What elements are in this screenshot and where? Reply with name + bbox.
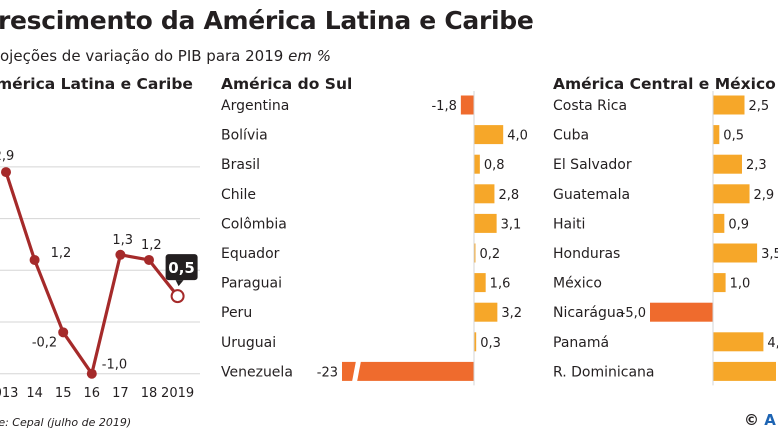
- x-tick-label: 013: [0, 386, 18, 401]
- bar: [713, 361, 776, 381]
- value-label: -5,0: [621, 306, 646, 321]
- category-label: Cuba: [553, 128, 589, 144]
- bar: [460, 95, 474, 115]
- panel-title-south-america: América do Sul: [221, 75, 353, 93]
- category-label: Haiti: [553, 216, 585, 232]
- data-point: [1, 167, 11, 178]
- category-label: Paraguai: [221, 276, 282, 292]
- bar: [713, 243, 758, 263]
- value-label: 3,1: [501, 217, 522, 232]
- bar: [713, 184, 750, 204]
- bar: [474, 154, 480, 174]
- data-point: [58, 327, 69, 338]
- bar: [713, 95, 745, 115]
- panel-title-latin-america: mérica Latina e Caribe: [0, 75, 193, 93]
- value-label: -23: [317, 365, 338, 380]
- value-label: 4,0: [507, 129, 528, 144]
- source-note: te: Cepal (julho de 2019): [0, 416, 132, 429]
- category-label: Uruguai: [221, 335, 276, 351]
- value-label: 0,2: [479, 247, 500, 262]
- value-label: 0,5: [723, 129, 744, 144]
- x-tick-label: 17: [112, 386, 129, 401]
- value-label: 3,2: [501, 306, 522, 321]
- value-label: 3,5: [761, 247, 778, 262]
- value-label: -1,8: [431, 99, 456, 114]
- bar: [474, 213, 497, 233]
- data-point: [115, 249, 126, 260]
- category-label: Panamá: [553, 335, 609, 351]
- category-label: Argentina: [221, 98, 289, 114]
- x-tick-label: 14: [26, 386, 43, 401]
- bar: [713, 154, 742, 174]
- x-tick-label: 18: [141, 386, 158, 401]
- panel-title-central-america: América Central e México: [553, 75, 776, 93]
- bar: [474, 243, 476, 263]
- value-label: 4,: [767, 336, 778, 351]
- data-label: 1,3: [112, 233, 133, 248]
- value-label: 0,8: [484, 158, 505, 173]
- copyright-logo: © A: [744, 411, 776, 429]
- category-label: México: [553, 276, 602, 292]
- category-label: Equador: [221, 246, 280, 262]
- data-label: 1,2: [141, 238, 162, 253]
- category-label: Bolívia: [221, 128, 268, 144]
- x-tick-label: 2019: [161, 386, 194, 401]
- x-tick-label: 16: [84, 386, 101, 401]
- bar: [474, 332, 477, 352]
- data-point: [144, 254, 154, 265]
- category-label: Chile: [221, 187, 256, 203]
- category-label: Guatemala: [553, 187, 630, 203]
- subtitle-text: ojeções de variação do PIB para 2019: [0, 47, 284, 65]
- bar: [474, 302, 498, 322]
- value-label: 2,9: [754, 188, 775, 203]
- category-label: R. Dominicana: [553, 364, 655, 380]
- bar: [474, 273, 486, 293]
- category-label: Nicarágua: [553, 305, 624, 321]
- highlight-label: 0,5: [168, 259, 195, 277]
- chart-title: rescimento da América Latina e Caribe: [0, 6, 534, 35]
- bar: [474, 125, 504, 145]
- chart-subtitle: ojeções de variação do PIB para 2019 em …: [0, 47, 331, 65]
- category-label: Peru: [221, 305, 252, 321]
- bar: [713, 332, 764, 352]
- data-point: [29, 254, 40, 265]
- value-label: 2,5: [749, 99, 770, 114]
- data-label: -1,0: [102, 358, 127, 373]
- category-label: Venezuela: [221, 364, 293, 380]
- category-label: Costa Rica: [553, 98, 627, 114]
- value-label: 0,3: [480, 336, 501, 351]
- highlight-label-box: [165, 254, 198, 281]
- category-label: El Salvador: [553, 157, 632, 173]
- value-label: 2,3: [746, 158, 767, 173]
- axis-break-mark: [352, 360, 361, 382]
- data-label: -0,2: [32, 335, 57, 350]
- value-label: 1,0: [730, 277, 751, 292]
- value-label: 1,6: [490, 277, 511, 292]
- value-label: 2,8: [498, 188, 519, 203]
- bar: [342, 361, 474, 381]
- copyright-symbol: ©: [744, 411, 759, 429]
- bar: [474, 184, 495, 204]
- category-label: Colômbia: [221, 216, 287, 232]
- bar: [713, 213, 725, 233]
- subtitle-unit: em %: [288, 47, 331, 65]
- category-label: Honduras: [553, 246, 620, 262]
- bar: [650, 302, 713, 322]
- data-label: 1,2: [51, 246, 72, 261]
- data-point: [86, 368, 97, 379]
- data-label: 2,9: [0, 149, 14, 164]
- bar: [713, 273, 726, 293]
- agency-logo-text: A: [764, 411, 776, 429]
- category-label: Brasil: [221, 157, 260, 173]
- highlight-label-pointer: [175, 280, 184, 287]
- bar: [713, 125, 720, 145]
- value-label: 0,9: [728, 217, 749, 232]
- data-point: [170, 289, 185, 304]
- x-tick-label: 15: [55, 386, 72, 401]
